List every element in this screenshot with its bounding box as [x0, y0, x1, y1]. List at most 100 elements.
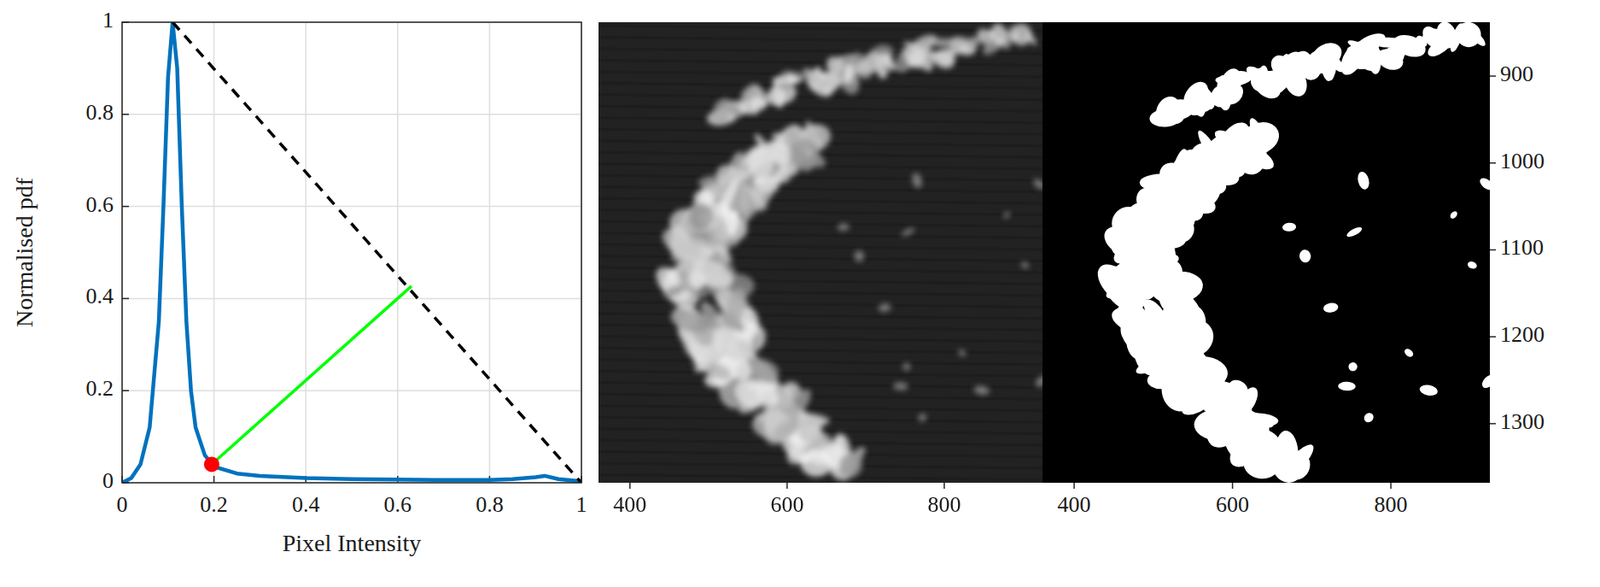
tick-label: 1: [102, 7, 114, 33]
foam-patch: [1322, 301, 1339, 314]
water-texture: [598, 244, 1043, 250]
foam-patch: [973, 384, 991, 397]
grid-line: [122, 113, 582, 116]
foam-patch: [666, 303, 712, 337]
water-texture: [598, 221, 1043, 227]
series-line: [122, 22, 582, 483]
foam-patch: [1146, 358, 1181, 385]
foam-patch: [1181, 185, 1198, 227]
foam-patch: [818, 67, 847, 94]
foam-patch: [1020, 260, 1030, 269]
foam-patch: [708, 94, 737, 126]
foam-patch: [787, 135, 812, 167]
foam-patch: [957, 347, 968, 357]
tick: [1389, 482, 1392, 489]
mask-panel: 4006008009001000110012001300: [1042, 17, 1545, 517]
foam-patch: [1196, 378, 1230, 412]
foam-patch: [840, 455, 862, 473]
tick-label: 0.4: [291, 491, 321, 517]
tick: [1489, 335, 1496, 338]
tick-label: 0.6: [384, 491, 413, 517]
foam-patch: [893, 381, 909, 391]
foam-patch: [780, 377, 805, 402]
water-texture: [598, 359, 1043, 365]
tick: [786, 482, 789, 489]
tick-label: 1000: [1500, 148, 1545, 174]
foam-patch: [1207, 81, 1237, 111]
tick-label: 600: [770, 491, 804, 517]
foam-patch: [1323, 48, 1347, 75]
foam-patch: [1361, 410, 1375, 424]
foam-patch: [763, 83, 789, 110]
tick-label: 800: [1374, 491, 1408, 517]
image-background: [1042, 22, 1490, 483]
tick-label: 0.2: [199, 491, 228, 517]
plot-area: [122, 22, 582, 483]
water-texture: [598, 256, 1043, 262]
foam-patch: [835, 449, 865, 480]
foam-patch: [928, 37, 959, 47]
foam-patch: [718, 332, 756, 364]
foam-patch: [837, 222, 850, 232]
foam-patch: [1284, 454, 1309, 474]
tick-label: 1300: [1500, 408, 1545, 434]
foam-patch: [877, 302, 892, 313]
foam-patch: [916, 411, 929, 423]
tick-label: 0.4: [86, 283, 115, 309]
foam-patch: [688, 254, 737, 293]
water-texture: [598, 347, 1043, 353]
foam-patch: [1151, 210, 1180, 247]
foam-patch: [1239, 413, 1272, 446]
tick-label: 400: [613, 491, 647, 517]
tick: [1489, 422, 1496, 425]
foam-patch: [1299, 57, 1323, 82]
foam-patch: [737, 188, 751, 225]
foam-patch: [854, 58, 875, 80]
foam-patch: [1418, 383, 1439, 398]
threshold-point: [204, 455, 220, 472]
tick-label: 900: [1500, 61, 1534, 87]
pdf-chart: 00.20.40.60.8100.20.40.60.81Pixel Intens…: [11, 7, 588, 556]
foam-patch: [748, 94, 768, 114]
grid-line: [304, 22, 307, 483]
foam-patch: [765, 137, 795, 169]
foam-patch: [1103, 280, 1133, 302]
tick: [1232, 482, 1234, 489]
tick: [1489, 249, 1496, 252]
water-texture: [598, 324, 1043, 330]
tick-label: 0: [116, 491, 129, 517]
y-axis-title: Normalised pdf: [11, 176, 38, 328]
grid-line: [122, 205, 582, 208]
x-axis-title: Pixel Intensity: [282, 529, 422, 556]
water-texture: [598, 370, 1043, 376]
foam-patch: [1209, 134, 1243, 170]
foam-patch: [1448, 22, 1466, 53]
foam-patch: [1242, 446, 1282, 481]
image: [1042, 22, 1490, 483]
foam-patch: [1477, 175, 1490, 193]
foam: [649, 22, 1043, 483]
tick-label: 1100: [1500, 234, 1544, 260]
foam-patch: [878, 50, 899, 73]
image-background: [598, 22, 1043, 483]
foam-patch: [1214, 414, 1250, 444]
foam-patch: [1161, 330, 1203, 367]
water-texture: [598, 313, 1043, 319]
foam-patch: [1355, 169, 1371, 191]
foam-patch: [661, 281, 688, 300]
tick: [122, 113, 129, 116]
tick-label: 0.6: [86, 192, 115, 217]
foam-patch: [799, 448, 833, 478]
image: [598, 22, 1043, 483]
tick-label: 600: [1215, 491, 1250, 517]
water-texture: [598, 186, 1043, 193]
tick: [122, 205, 129, 208]
foam-patch: [724, 286, 750, 326]
foam-patch: [1261, 64, 1294, 96]
foam-patch: [770, 415, 803, 441]
water-texture: [598, 117, 1043, 123]
water-texture: [598, 405, 1043, 411]
frame: [122, 22, 582, 483]
tick-label: 1: [576, 491, 588, 517]
foam-patch: [795, 414, 824, 444]
